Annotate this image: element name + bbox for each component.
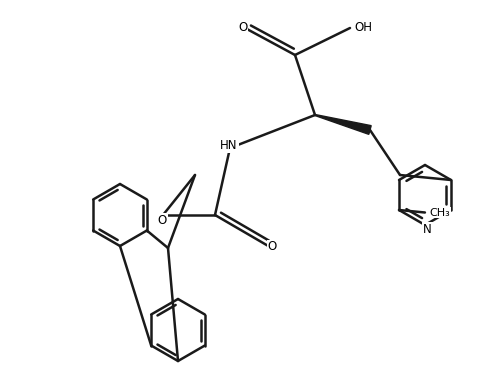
Text: CH₃: CH₃ xyxy=(430,207,450,217)
Text: O: O xyxy=(268,241,277,254)
Text: HN: HN xyxy=(220,139,238,152)
Text: OH: OH xyxy=(354,21,372,34)
Text: O: O xyxy=(238,21,247,34)
Polygon shape xyxy=(315,115,371,134)
Text: O: O xyxy=(158,214,166,227)
Text: N: N xyxy=(423,222,432,235)
